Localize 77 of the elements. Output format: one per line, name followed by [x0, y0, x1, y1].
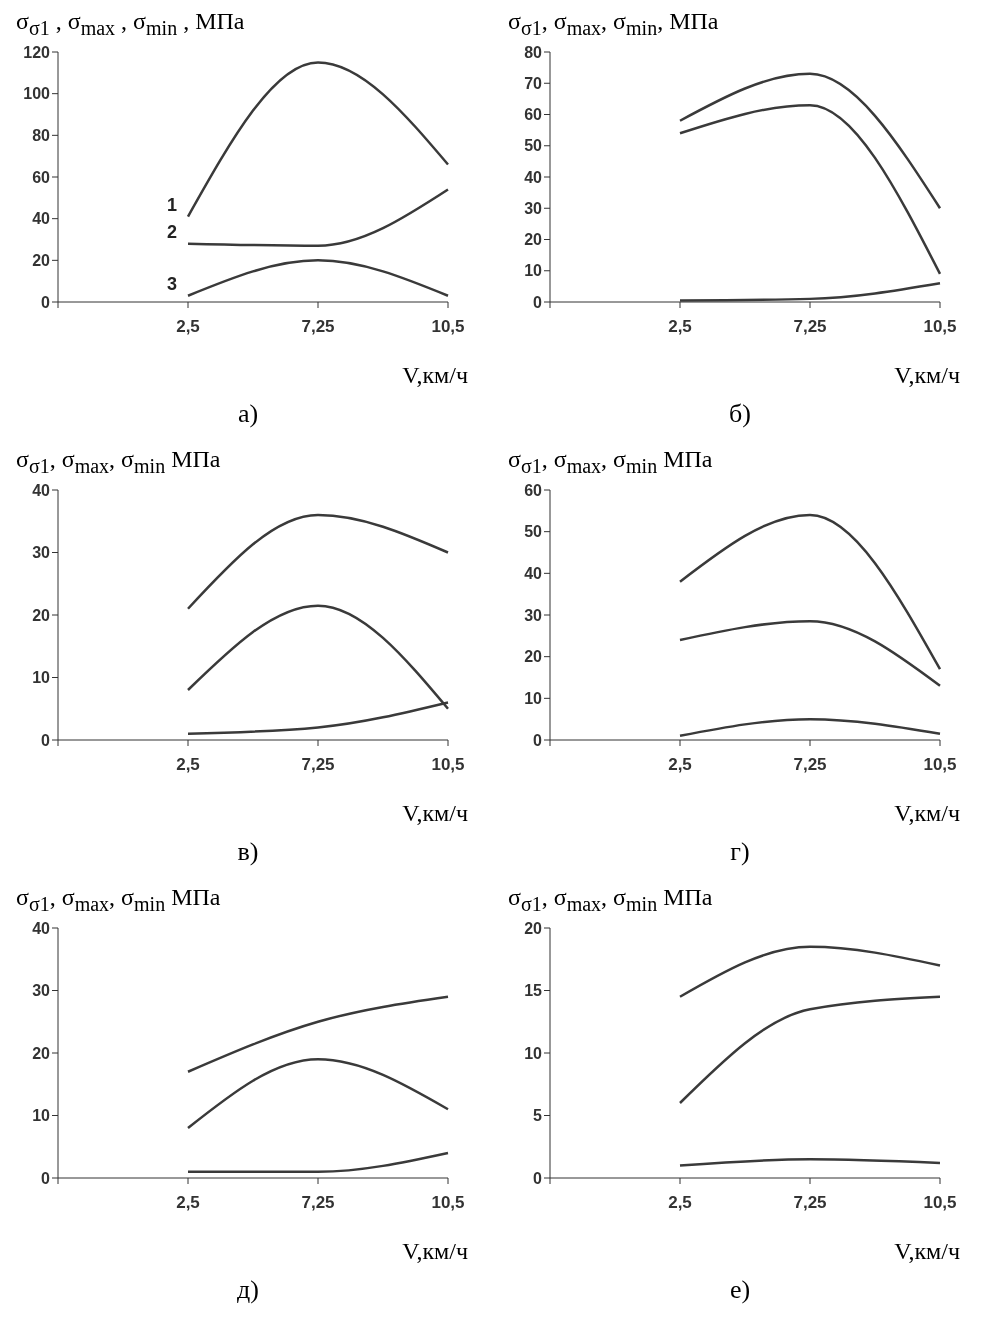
- y-axis-title: σ$_{σ1}$, σ$_{max}$, σ$_{min}$, МПа: [508, 8, 720, 41]
- y-axis-title: σ$_{σ1}$, σ$_{max}$, σ$_{min}$ МПа: [508, 884, 714, 917]
- y-tick-label: 100: [23, 85, 51, 103]
- y-tick-label: 0: [41, 293, 51, 311]
- y-tick-label: 0: [533, 1169, 543, 1187]
- series-label: 1: [166, 194, 178, 215]
- y-tick-label: 20: [32, 606, 51, 624]
- x-tick-label: 7,25: [301, 755, 335, 775]
- text: г): [729, 837, 751, 867]
- y-tick-label: 40: [32, 919, 51, 937]
- x-tick-label: 10,5: [431, 755, 465, 775]
- text: в): [236, 837, 260, 867]
- y-tick-label: 5: [533, 1107, 543, 1125]
- y-tick-label: 120: [23, 43, 51, 61]
- y-tick-label: 10: [32, 1107, 51, 1125]
- text: а): [236, 399, 260, 429]
- y-tick-label: 20: [524, 231, 543, 249]
- y-tick-label: 20: [32, 252, 51, 270]
- y-axis-title: σ$_{σ1}$ , σ$_{max}$ , σ$_{min}$ , МПа: [16, 8, 246, 41]
- y-tick-label: 15: [524, 982, 543, 1000]
- x-tick-label: 2,5: [176, 755, 200, 775]
- y-tick-label: 10: [524, 690, 543, 708]
- y-tick-label: 50: [524, 137, 543, 155]
- x-tick-label: 7,25: [301, 1193, 335, 1213]
- y-tick-label: 30: [524, 199, 543, 217]
- series-label: 2: [166, 221, 178, 242]
- y-tick-label: 20: [524, 648, 543, 666]
- x-tick-label: 2,5: [668, 1193, 692, 1213]
- y-axis-title: σ$_{σ1}$, σ$_{max}$, σ$_{min}$ МПа: [16, 446, 222, 479]
- y-tick-label: 70: [524, 74, 543, 92]
- y-tick-label: 60: [524, 481, 543, 499]
- y-tick-label: 40: [32, 481, 51, 499]
- x-tick-label: 10,5: [923, 755, 957, 775]
- y-tick-label: 80: [32, 127, 51, 145]
- x-tick-label: 2,5: [176, 317, 200, 337]
- x-axis-title: V,км/ч: [893, 362, 961, 389]
- y-tick-label: 30: [524, 606, 543, 624]
- x-tick-label: 2,5: [176, 1193, 200, 1213]
- text: е): [728, 1275, 752, 1305]
- x-tick-label: 10,5: [923, 1193, 957, 1213]
- y-tick-label: 60: [524, 106, 543, 124]
- y-tick-label: 30: [32, 544, 51, 562]
- text: б): [728, 399, 752, 429]
- y-tick-label: 10: [524, 262, 543, 280]
- y-axis-title: σ$_{σ1}$, σ$_{max}$, σ$_{min}$ МПа: [16, 884, 222, 917]
- y-tick-label: 80: [524, 43, 543, 61]
- x-axis-title: V,км/ч: [401, 362, 469, 389]
- y-tick-label: 50: [524, 523, 543, 541]
- x-axis-title: V,км/ч: [401, 1238, 469, 1265]
- x-tick-label: 7,25: [301, 317, 335, 337]
- x-tick-label: 10,5: [923, 317, 957, 337]
- x-axis-title: V,км/ч: [893, 1238, 961, 1265]
- y-tick-label: 20: [32, 1044, 51, 1062]
- y-tick-label: 60: [32, 168, 51, 186]
- y-tick-label: 40: [524, 565, 543, 583]
- y-tick-label: 0: [533, 731, 543, 749]
- x-tick-label: 10,5: [431, 317, 465, 337]
- y-tick-label: 10: [524, 1044, 543, 1062]
- x-tick-label: 7,25: [793, 755, 827, 775]
- y-tick-label: 0: [533, 293, 543, 311]
- text: д): [236, 1275, 260, 1305]
- x-axis-title: V,км/ч: [893, 800, 961, 827]
- y-tick-label: 40: [524, 168, 543, 186]
- x-tick-label: 10,5: [431, 1193, 465, 1213]
- y-tick-label: 0: [41, 731, 51, 749]
- x-tick-label: 7,25: [793, 317, 827, 337]
- y-axis-title: σ$_{σ1}$, σ$_{max}$, σ$_{min}$ МПа: [508, 446, 714, 479]
- y-tick-label: 20: [524, 919, 543, 937]
- x-tick-label: 7,25: [793, 1193, 827, 1213]
- x-tick-label: 2,5: [668, 755, 692, 775]
- y-tick-label: 0: [41, 1169, 51, 1187]
- y-tick-label: 30: [32, 982, 51, 1000]
- x-tick-label: 2,5: [668, 317, 692, 337]
- y-tick-label: 10: [32, 669, 51, 687]
- series-label: 3: [166, 273, 178, 294]
- y-tick-label: 40: [32, 210, 51, 228]
- x-axis-title: V,км/ч: [401, 800, 469, 827]
